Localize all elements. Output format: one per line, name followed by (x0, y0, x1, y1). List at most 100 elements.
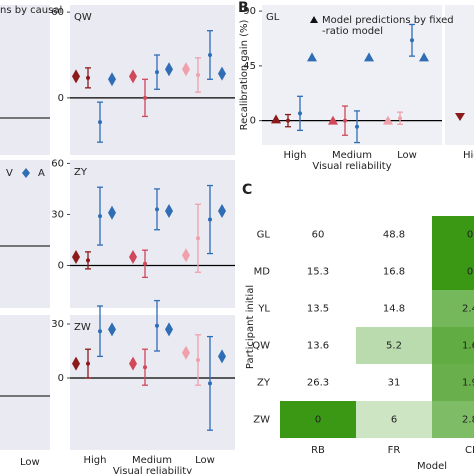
data-point (410, 38, 414, 43)
heat-cell (280, 364, 356, 401)
next-panel (445, 5, 474, 145)
error-bar (154, 188, 160, 231)
legend-icon (22, 168, 30, 178)
error-bar (154, 299, 160, 352)
model-marker (218, 204, 226, 219)
model-marker (218, 66, 226, 81)
cell-label: 5.2 (386, 341, 402, 352)
heat-cell (356, 290, 432, 327)
panel-title: GL (266, 12, 280, 23)
heat-cell (432, 253, 474, 290)
data-point (196, 73, 200, 77)
model-marker (72, 249, 80, 264)
heat-cell (356, 216, 432, 253)
cell-label: 15.3 (307, 267, 329, 278)
error-bar (85, 251, 91, 270)
y-tick-label: 45 (243, 61, 256, 72)
y-tick-label: 0 (250, 116, 256, 127)
cell-label: 1.6 (462, 341, 474, 352)
heat-cell (280, 327, 356, 364)
error-bar (142, 348, 148, 386)
cell-label: 0 (315, 415, 321, 426)
y-tick-label: 0 (58, 373, 64, 384)
model-marker (271, 114, 281, 124)
model-marker (129, 249, 137, 264)
data-point (208, 217, 212, 222)
data-point (86, 75, 90, 80)
error-bar (97, 186, 103, 246)
left-panel (0, 315, 50, 450)
data-point (86, 361, 90, 366)
left-panel (0, 5, 50, 155)
y-tick-label: 30 (51, 319, 64, 330)
heat-cell (280, 290, 356, 327)
error-bar (154, 54, 160, 90)
data-point (143, 95, 147, 100)
model-marker (364, 52, 374, 62)
model-marker (419, 52, 429, 62)
left-panel (0, 160, 50, 308)
row-label: YL (257, 304, 270, 315)
data-point (298, 111, 302, 116)
data-point (398, 116, 402, 121)
x-tick-label: High (284, 150, 307, 161)
error-bar (207, 184, 213, 255)
model-marker (108, 205, 116, 220)
error-bar (342, 105, 348, 136)
model-marker (165, 322, 173, 337)
cell-label: 0 (467, 267, 473, 278)
row-label: GL (257, 230, 271, 241)
error-bar (285, 113, 291, 128)
panel-title: ZY (74, 167, 88, 178)
data-point (155, 207, 159, 212)
heat-cell (432, 290, 474, 327)
data-point (355, 124, 359, 129)
heat-cell (280, 216, 356, 253)
panel-title: QW (74, 12, 92, 23)
x-axis-label: Visual reliability (113, 466, 192, 474)
data-point (143, 365, 147, 370)
data-point (196, 236, 200, 241)
y-tick-label: 60 (51, 7, 64, 18)
cell-label: 13.5 (307, 304, 329, 315)
cell-label: 16.8 (383, 267, 405, 278)
heat-cell (356, 401, 432, 438)
y-tick-label: 30 (51, 209, 64, 220)
model-marker (218, 349, 226, 364)
heat-cell (280, 253, 356, 290)
cell-label: 0 (467, 230, 473, 241)
y-axis-label: Recalibration gain (%) (239, 19, 250, 130)
data-point (98, 329, 102, 334)
model-marker (129, 69, 137, 84)
error-bar (195, 203, 201, 273)
x-tick-label: High (84, 455, 107, 466)
plot-background (70, 160, 235, 308)
cell-label: 48.8 (383, 230, 405, 241)
error-bar (195, 57, 201, 93)
model-marker (72, 356, 80, 371)
x-tick-label: Low (397, 150, 417, 161)
panel-label: C (242, 182, 252, 198)
error-bar (409, 23, 415, 57)
error-bar (142, 249, 148, 279)
model-marker (72, 69, 80, 84)
error-bar (97, 101, 103, 143)
data-point (155, 70, 159, 75)
row-label: ZW (253, 415, 270, 426)
panel-label: B (238, 0, 249, 16)
row-label: QW (252, 341, 270, 352)
cell-label: 2.4 (462, 304, 474, 315)
cell-label: 1.9 (462, 378, 474, 389)
plot-background (70, 5, 235, 155)
error-bar (142, 78, 148, 118)
model-marker (165, 62, 173, 77)
row-label: MD (254, 267, 271, 278)
model-marker (165, 204, 173, 219)
next-panel-icon (455, 113, 465, 121)
row-label: ZY (257, 378, 271, 389)
heat-cell (432, 364, 474, 401)
x-tick-label: Low (20, 457, 40, 468)
model-marker (182, 248, 190, 263)
legend-a: A (38, 168, 45, 179)
